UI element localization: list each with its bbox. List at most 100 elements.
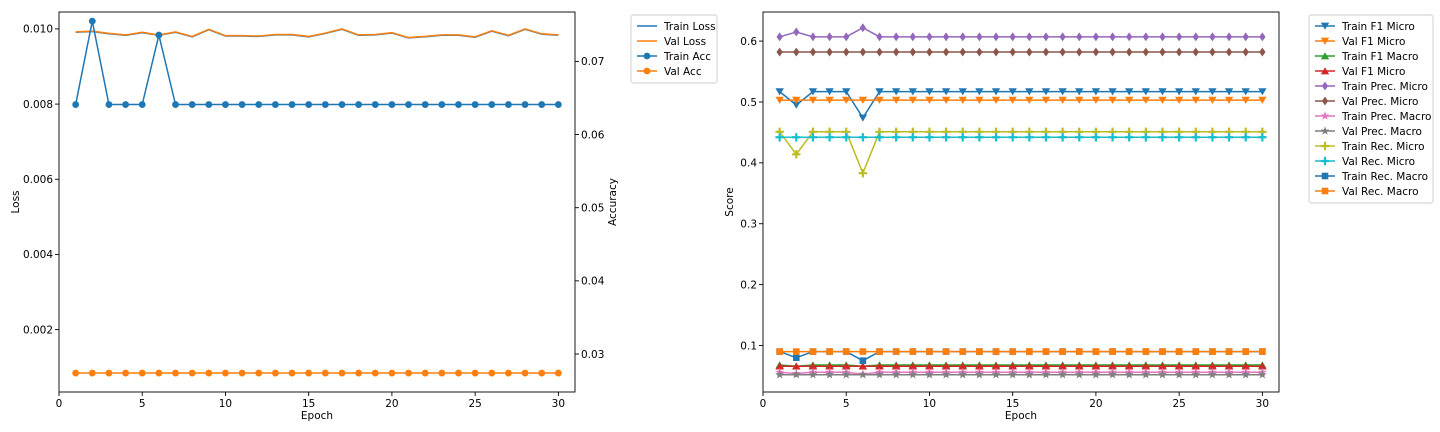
y-tick-label: 0.5: [740, 97, 757, 109]
series-point-2: [521, 101, 529, 108]
series-point-5: [976, 47, 983, 57]
series-point-4: [926, 32, 933, 42]
series-point-5: [1059, 47, 1066, 57]
series-point-2: [321, 101, 329, 108]
series-point-3: [122, 369, 129, 377]
x-tick-label: 15: [1006, 398, 1019, 410]
series-point-11: [1059, 348, 1066, 355]
series-point-11: [792, 348, 800, 355]
series-line-10: [779, 350, 1263, 362]
series-point-7: [825, 370, 834, 379]
series-point-2: [238, 101, 246, 108]
series-point-7: [958, 370, 968, 379]
series-point-2: [188, 101, 196, 108]
series-point-2: [471, 101, 479, 108]
series-point-2: [421, 101, 429, 108]
series-point-1: [1208, 96, 1217, 104]
series-point-11: [959, 348, 967, 355]
series-point-2: [305, 101, 313, 108]
series-point-2: [122, 101, 129, 108]
series-point-0: [941, 88, 951, 96]
series-point-3: [238, 369, 246, 377]
series-point-4: [843, 32, 850, 42]
series-point-0: [1224, 88, 1234, 96]
series-point-7: [1074, 370, 1084, 379]
x-tick-label: 30: [552, 398, 565, 410]
series-point-11: [1026, 348, 1033, 355]
series-point-3: [355, 369, 363, 377]
series-point-4: [1142, 32, 1149, 42]
series-point-8: [858, 169, 868, 178]
series-point-3: [1208, 362, 1217, 370]
series-point-7: [775, 370, 785, 379]
series-point-5: [809, 47, 817, 57]
series-point-1: [1008, 96, 1017, 104]
series-line-6: [779, 371, 1263, 375]
series-point-4: [959, 32, 966, 42]
series-point-1: [842, 96, 851, 104]
plot-area: [762, 11, 1280, 393]
legend-label-1: Val F1 Micro: [1342, 36, 1405, 48]
series-point-4: [1159, 32, 1166, 42]
series-point-3: [538, 369, 546, 377]
series-point-11: [976, 348, 983, 355]
y-tick-label: 0.006: [23, 174, 53, 186]
legend-marker-0: [1320, 22, 1330, 30]
series-point-1: [1058, 96, 1067, 104]
series-point-0: [1075, 88, 1084, 96]
series-point-10: [792, 354, 800, 361]
series-point-0: [875, 88, 884, 96]
series-point-9: [925, 133, 934, 142]
series-point-11: [1259, 348, 1266, 355]
series-point-3: [808, 362, 818, 370]
series-point-11: [842, 348, 850, 355]
series-point-2: [138, 101, 146, 108]
series-point-0: [792, 101, 801, 109]
series-point-0: [991, 88, 1001, 96]
series-point-11: [1192, 348, 1200, 355]
series-point-1: [958, 96, 967, 104]
series-point-4: [1076, 32, 1083, 42]
series-point-7: [808, 370, 818, 379]
series-point-3: [842, 362, 851, 370]
series-point-11: [1175, 348, 1183, 355]
series-point-7: [1191, 370, 1201, 379]
series-point-2: [222, 101, 229, 108]
series-point-3: [188, 369, 196, 377]
series-point-11: [1209, 348, 1216, 355]
legend-marker-7: [1320, 126, 1330, 135]
series-line-1: [75, 28, 559, 39]
legend-label-7: Val Prec. Macro: [1342, 126, 1422, 138]
series-point-4: [793, 27, 800, 37]
y2-tick-label: 0.06: [581, 129, 605, 141]
series-point-7: [875, 370, 884, 379]
y-tick-label: 0.008: [23, 99, 53, 111]
legend-marker-3: [643, 67, 651, 75]
y-tick-label: 0.002: [23, 324, 53, 336]
series-point-3: [371, 369, 379, 377]
series-point-2: [554, 101, 562, 108]
series-point-9: [1158, 133, 1167, 142]
series-point-3: [1224, 362, 1234, 370]
series-point-9: [1041, 133, 1051, 142]
series-point-9: [1174, 133, 1184, 142]
series-point-3: [1025, 362, 1034, 370]
series-point-0: [1108, 88, 1117, 96]
series-point-1: [1158, 96, 1167, 104]
legend-label-6: Train Prec. Macro: [1341, 111, 1431, 123]
series-point-7: [1257, 370, 1267, 379]
series-point-1: [941, 96, 951, 104]
series-point-1: [808, 96, 818, 104]
series-point-5: [1259, 47, 1266, 57]
series-point-9: [1108, 133, 1117, 142]
series-point-0: [1191, 88, 1200, 96]
series-point-1: [858, 96, 868, 104]
series-point-1: [792, 96, 801, 104]
series-point-1: [1141, 96, 1151, 104]
series-point-9: [958, 133, 967, 142]
series-point-1: [1124, 96, 1134, 104]
y-tick-label: 0.010: [23, 24, 53, 36]
series-point-3: [72, 369, 80, 377]
series-point-3: [1141, 362, 1151, 370]
series-point-4: [859, 23, 867, 33]
